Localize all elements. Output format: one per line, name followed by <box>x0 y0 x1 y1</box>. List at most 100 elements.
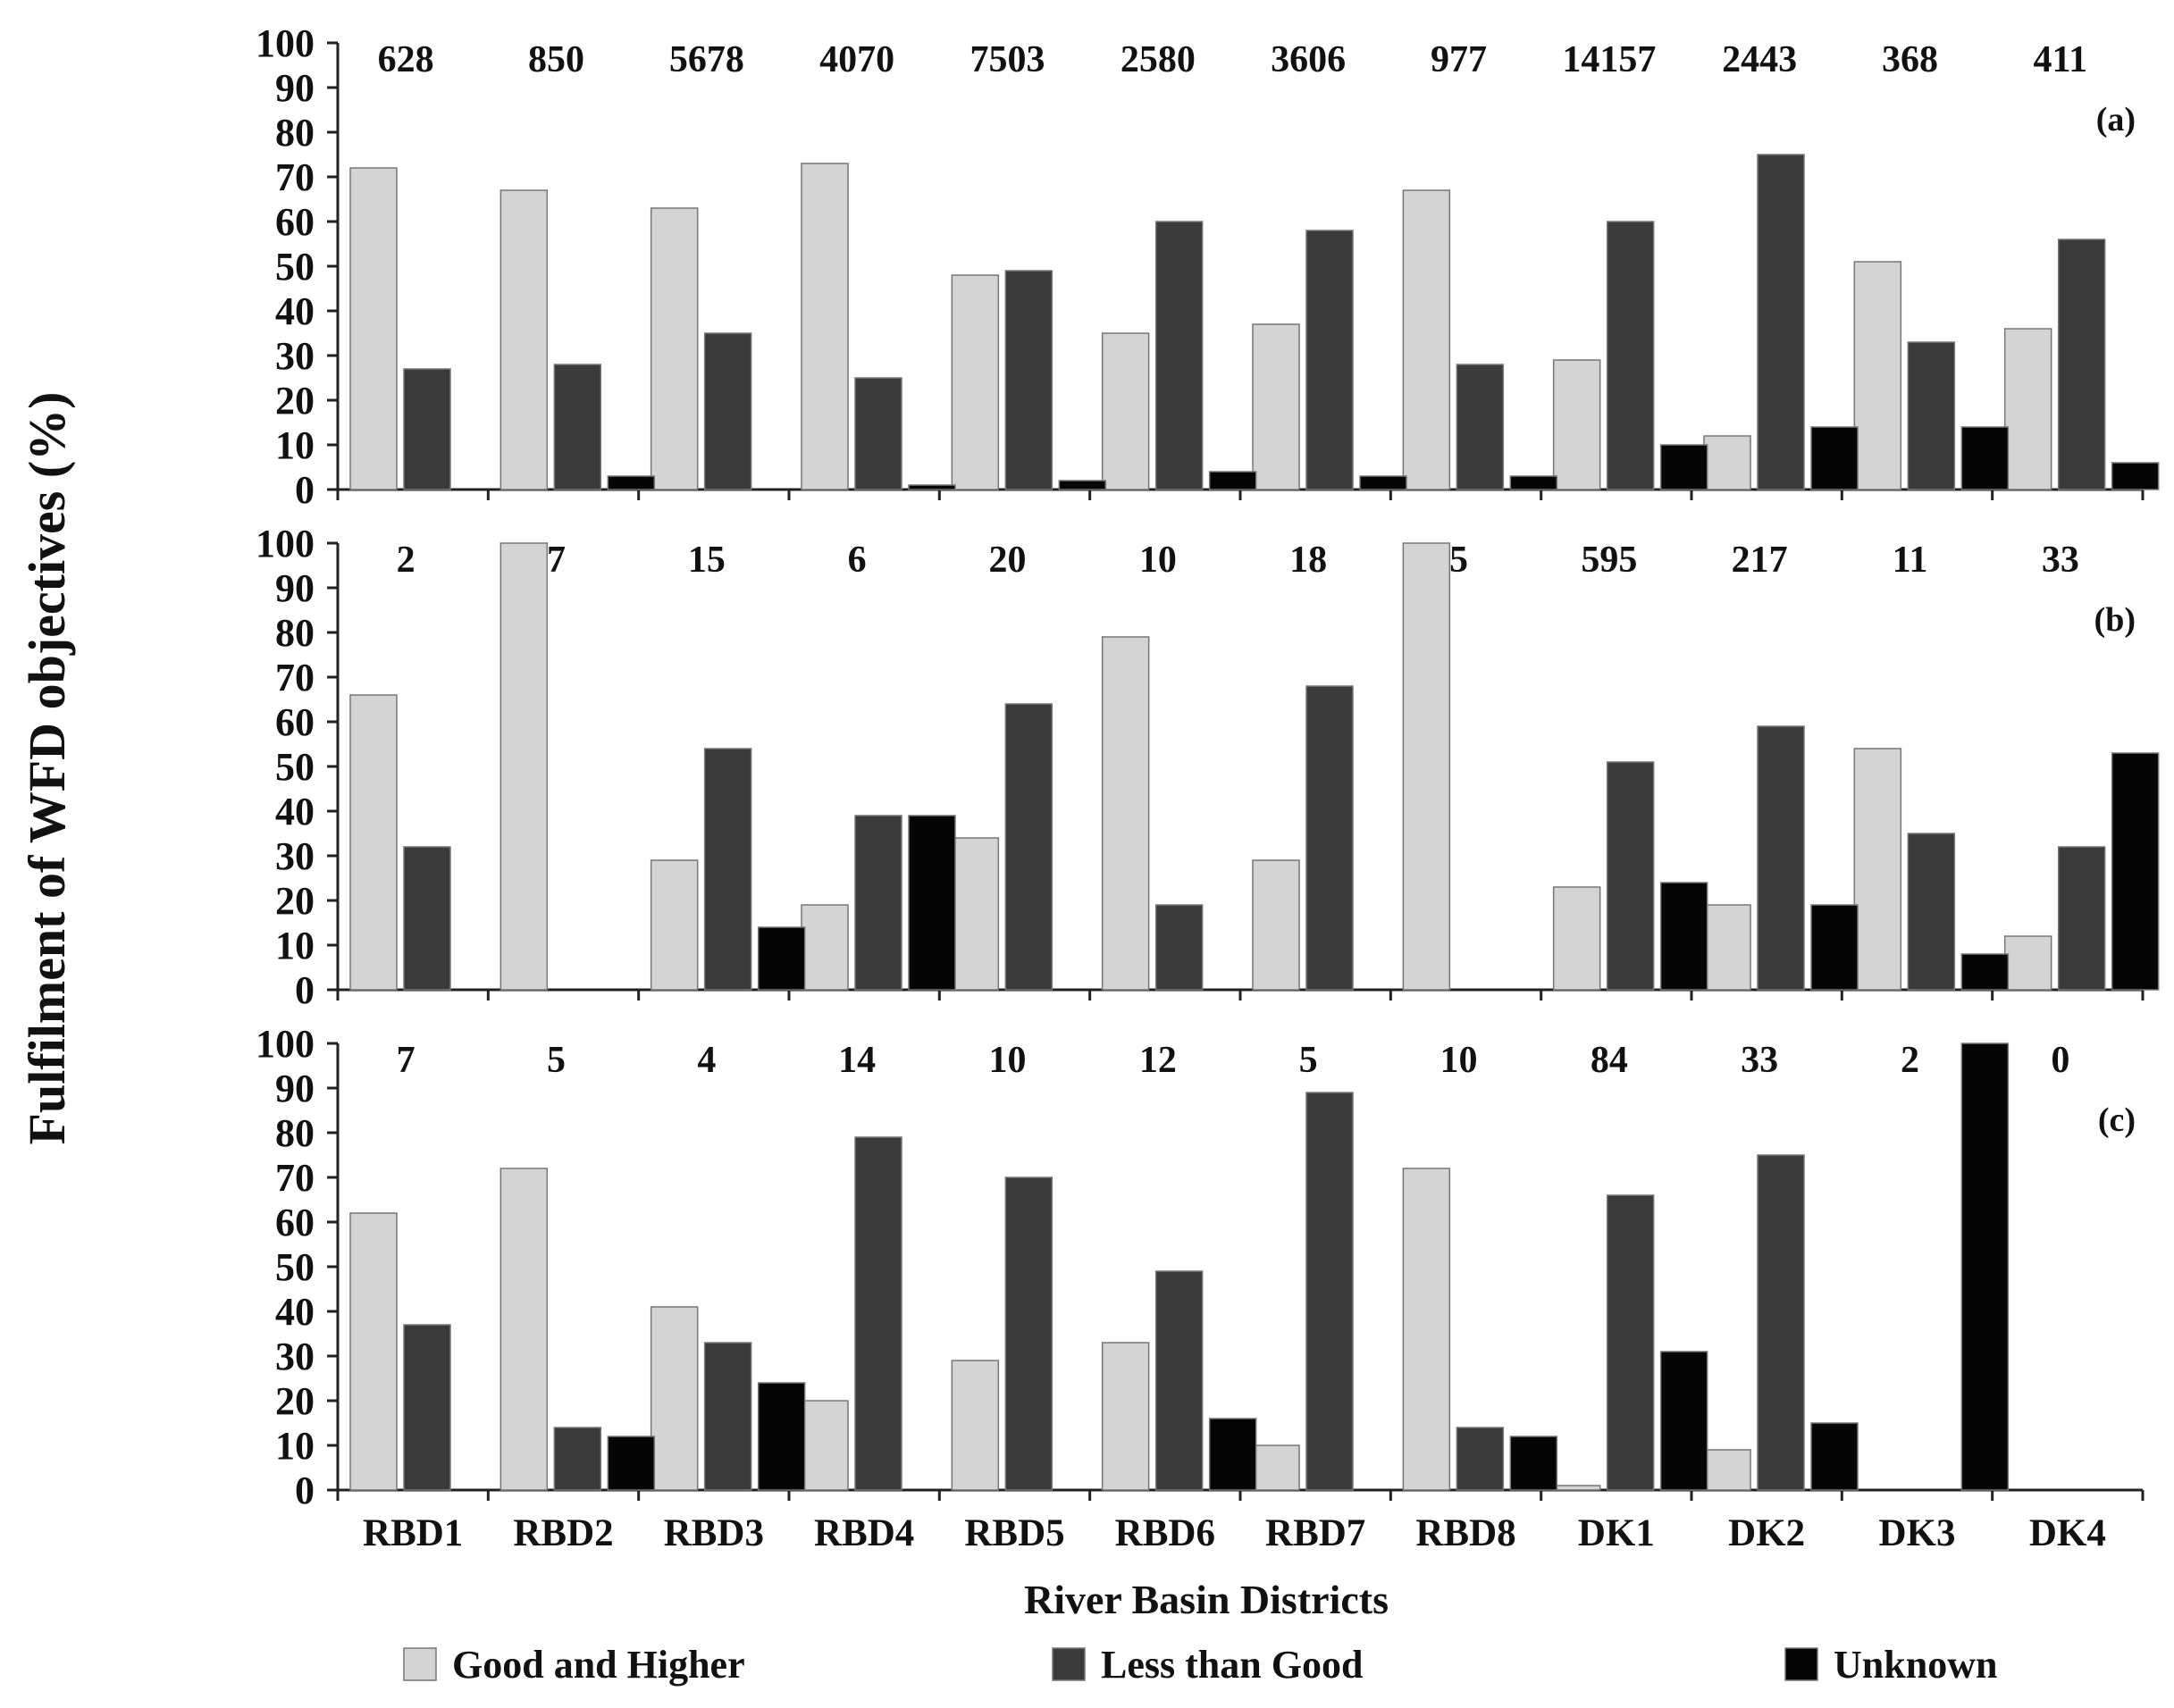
bar <box>854 1136 902 1491</box>
bar <box>1703 904 1751 991</box>
y-tick-label: 20 <box>275 379 315 423</box>
category-label: RBD6 <box>1115 1512 1215 1554</box>
bar <box>1907 341 1956 490</box>
bar <box>1252 859 1300 991</box>
sample-count-label: 411 <box>2033 39 2087 80</box>
bar <box>650 207 699 490</box>
sample-count-label: 3606 <box>1271 39 1346 80</box>
sample-count-label: 11 <box>1893 540 1928 581</box>
bar <box>403 368 451 490</box>
y-tick-label: 0 <box>295 1469 315 1512</box>
bar <box>1208 471 1257 490</box>
y-tick-label: 0 <box>295 968 315 1012</box>
bar <box>1757 154 1805 490</box>
bar <box>2111 752 2160 991</box>
sample-count-label: 5 <box>1299 1040 1318 1081</box>
y-tick-label: 10 <box>275 924 315 967</box>
y-tick-label: 20 <box>275 1379 315 1423</box>
panel-label: (a) <box>2096 101 2136 138</box>
panel-label: (b) <box>2094 601 2136 639</box>
sample-count-label: 850 <box>528 39 584 80</box>
legend-swatch <box>1784 1647 1818 1681</box>
y-tick-label: 70 <box>275 1156 315 1200</box>
category-label: RBD5 <box>964 1512 1064 1554</box>
bar <box>1305 230 1354 490</box>
bar <box>854 377 902 490</box>
bar <box>2057 239 2106 490</box>
sample-count-label: 7 <box>397 1040 415 1081</box>
legend-swatch <box>403 1647 437 1681</box>
x-axis-title: River Basin Districts <box>1024 1577 1389 1622</box>
bar <box>553 364 602 490</box>
legend-label: Unknown <box>1834 1643 1997 1687</box>
y-tick-label: 50 <box>275 745 315 789</box>
bar <box>951 837 1000 991</box>
bar <box>1509 475 1558 490</box>
legend-swatch <box>1052 1647 1086 1681</box>
category-label: RBD1 <box>363 1512 463 1554</box>
bar <box>1058 480 1107 490</box>
sample-count-label: 15 <box>688 540 726 581</box>
bar <box>349 1212 398 1491</box>
bar <box>1552 359 1601 490</box>
bar <box>1606 761 1655 991</box>
sample-count-label: 20 <box>989 540 1027 581</box>
y-tick-label: 80 <box>275 611 315 655</box>
bar <box>2057 846 2106 991</box>
bar <box>703 1342 752 1491</box>
bar <box>1853 748 1902 991</box>
sample-count-label: 84 <box>1591 1040 1628 1081</box>
bar <box>607 475 656 490</box>
bar <box>349 694 398 991</box>
bar <box>1907 833 1956 991</box>
y-tick-label: 100 <box>256 1022 315 1066</box>
bar <box>1659 1351 1708 1491</box>
sample-count-label: 10 <box>1440 1040 1478 1081</box>
y-tick-label: 60 <box>275 700 315 744</box>
sample-count-label: 2 <box>1901 1040 1919 1081</box>
category-label: RBD8 <box>1415 1512 1515 1554</box>
bar <box>1552 886 1601 991</box>
category-label: DK4 <box>2029 1512 2106 1554</box>
bar <box>757 926 806 991</box>
sample-count-label: 7 <box>547 540 566 581</box>
sample-count-label: 217 <box>1732 540 1788 581</box>
bar <box>1960 426 2010 490</box>
y-tick-label: 100 <box>256 522 315 565</box>
category-label: RBD7 <box>1265 1512 1365 1554</box>
y-tick-label: 30 <box>275 1335 315 1378</box>
y-tick-label: 10 <box>275 423 315 467</box>
category-label: RBD2 <box>513 1512 613 1554</box>
bar <box>1757 1154 1805 1491</box>
y-tick-label: 40 <box>275 790 315 833</box>
bar <box>1606 221 1655 490</box>
category-label: DK1 <box>1578 1512 1655 1554</box>
bar <box>703 748 752 991</box>
sample-count-label: 368 <box>1882 39 1938 80</box>
bar <box>951 274 1000 490</box>
y-axis-title: Fulfilment of WFD objectives (%) <box>18 392 76 1145</box>
bar <box>1154 221 1204 490</box>
bar <box>650 1306 699 1491</box>
y-tick-label: 50 <box>275 1245 315 1289</box>
bar <box>1004 1176 1053 1491</box>
category-label: RBD3 <box>664 1512 764 1554</box>
bar <box>1402 189 1451 490</box>
bar <box>1101 332 1150 490</box>
y-tick-label: 40 <box>275 1290 315 1334</box>
bar <box>757 1382 806 1491</box>
bar <box>1402 542 1451 991</box>
sample-count-label: 2 <box>397 540 415 581</box>
sample-count-label: 5 <box>1449 540 1468 581</box>
sample-count-label: 5 <box>547 1040 566 1081</box>
sample-count-label: 595 <box>1581 540 1637 581</box>
bar <box>1004 270 1053 490</box>
y-tick-label: 20 <box>275 879 315 923</box>
sample-count-label: 33 <box>1741 1040 1778 1081</box>
legend-label: Less than Good <box>1101 1643 1363 1687</box>
y-tick-label: 0 <box>295 468 315 512</box>
sample-count-label: 4 <box>697 1040 716 1081</box>
sample-count-label: 5678 <box>669 39 744 80</box>
